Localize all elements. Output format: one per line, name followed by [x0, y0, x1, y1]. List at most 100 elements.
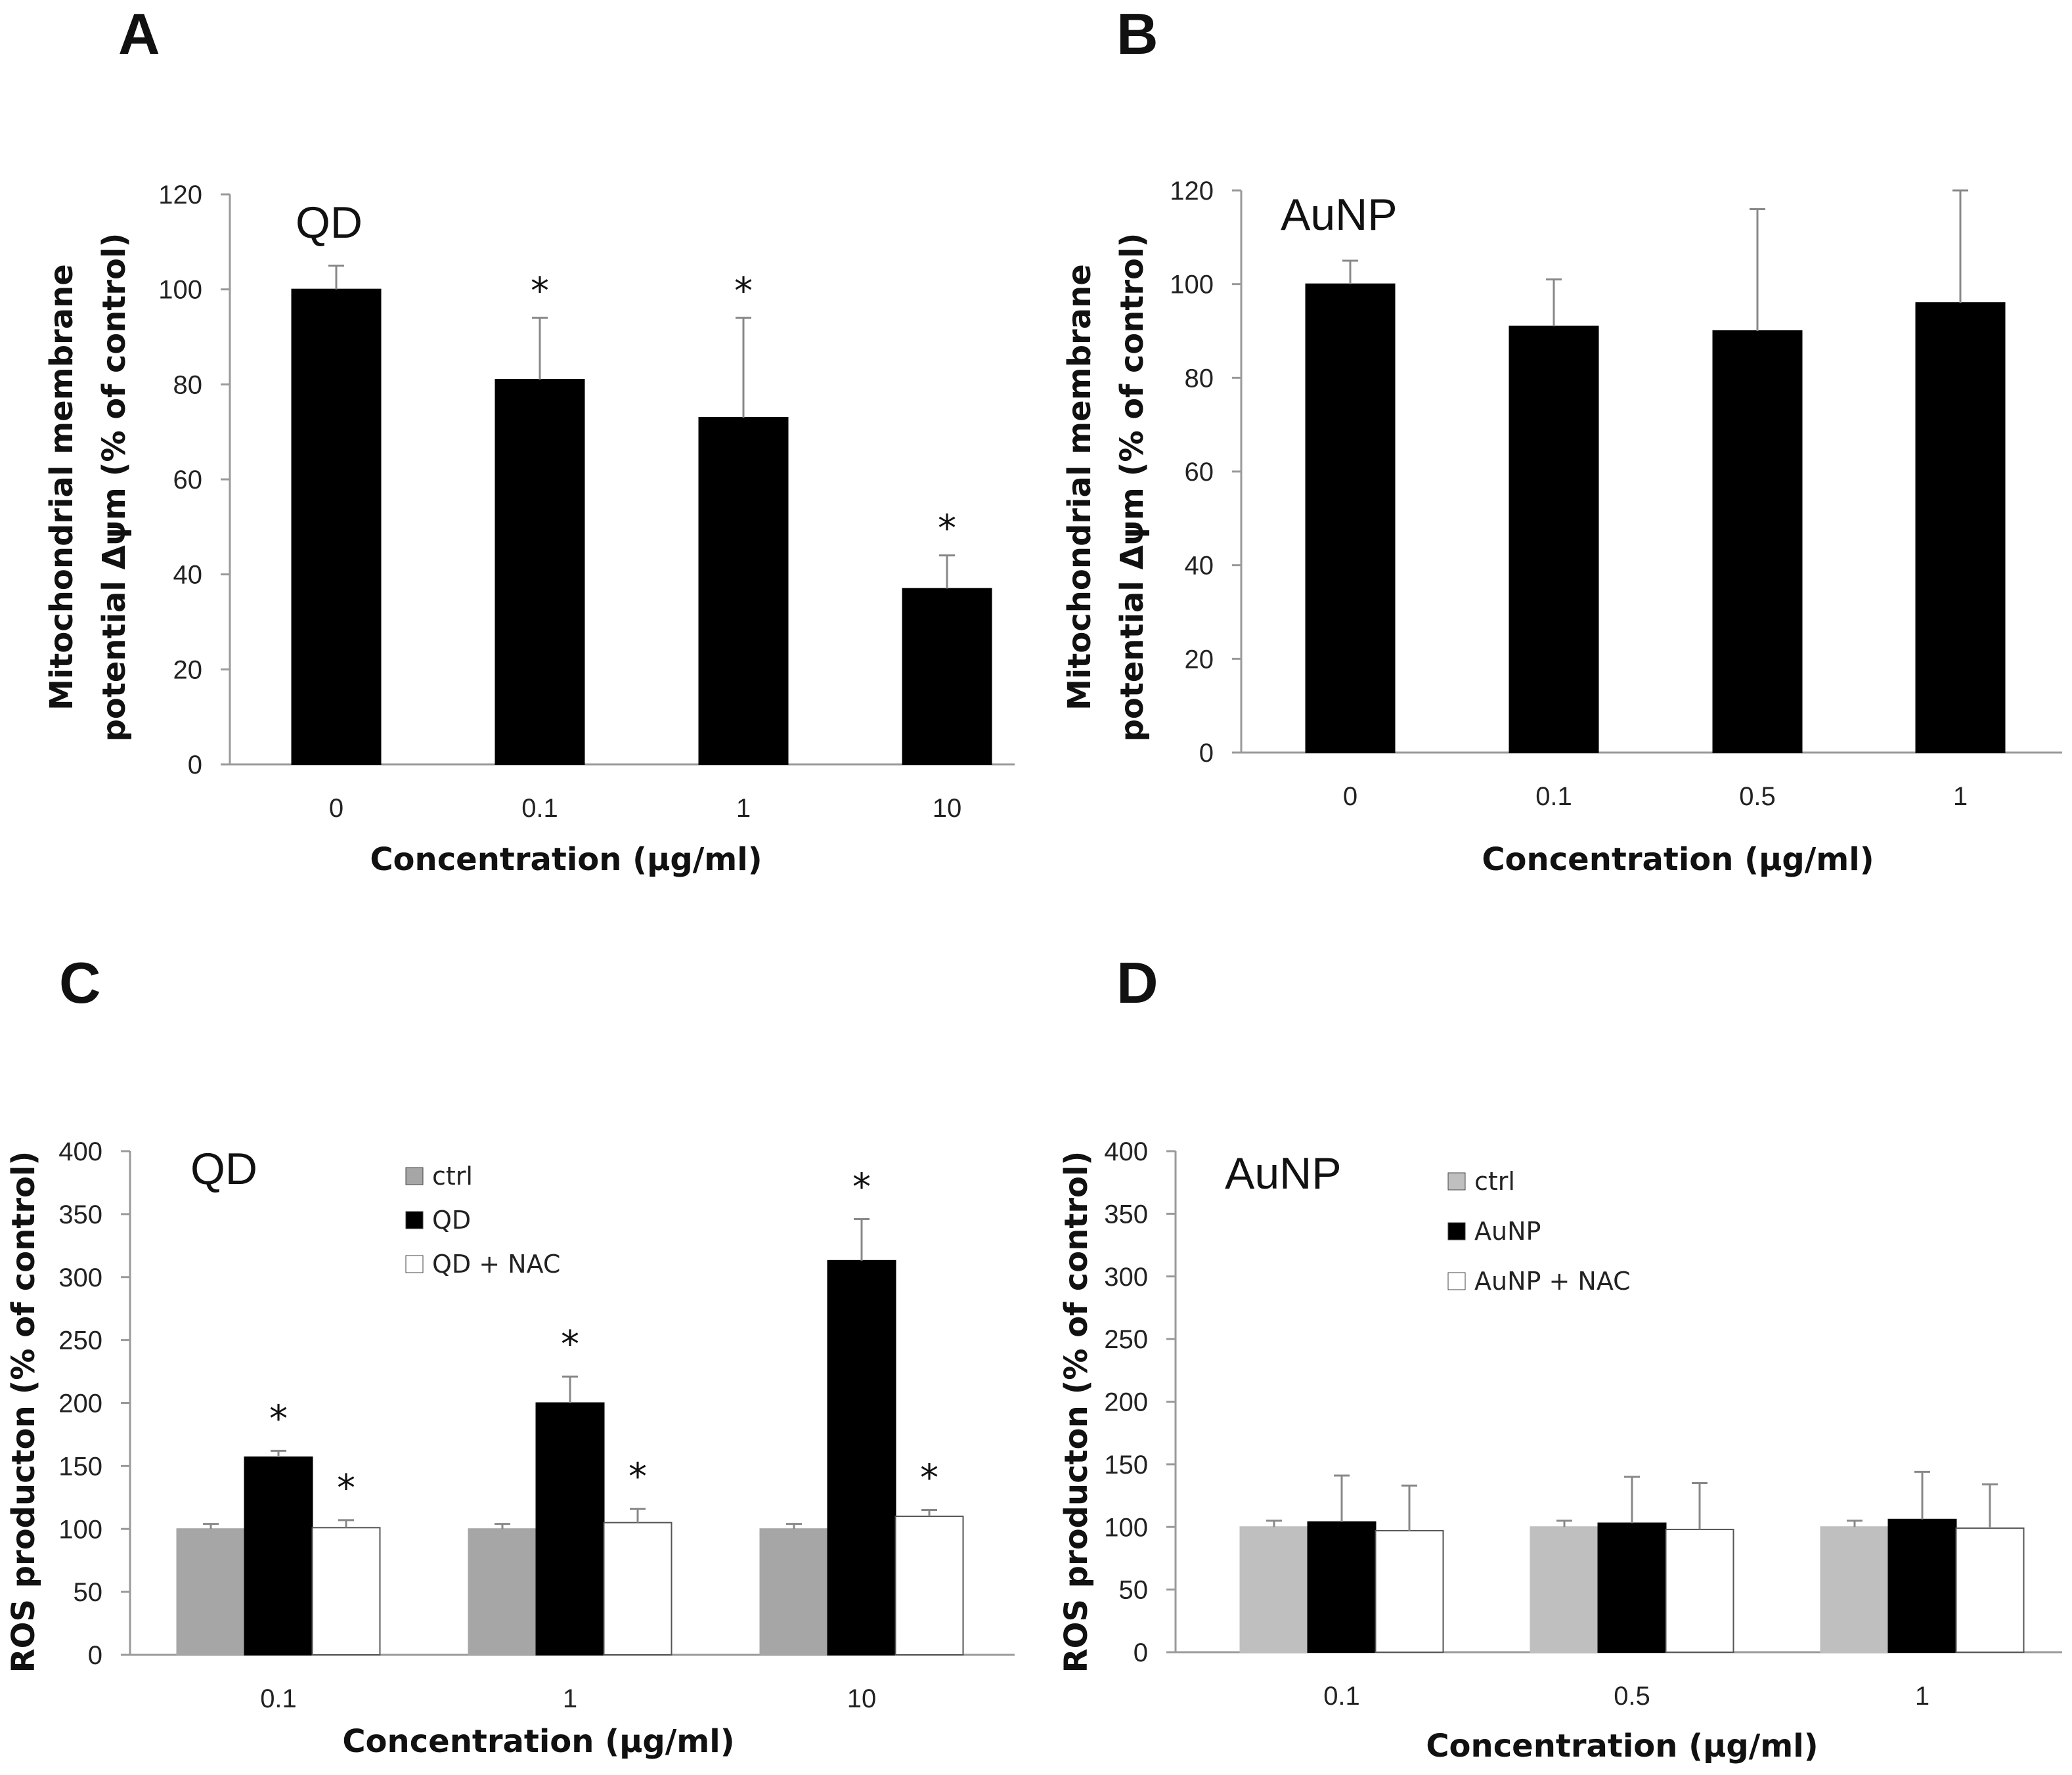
bar — [894, 1516, 964, 1655]
y-tick-label: 150 — [58, 1452, 102, 1481]
y-tick-label: 0 — [1134, 1638, 1148, 1667]
bar — [535, 1402, 605, 1655]
bar — [468, 1528, 537, 1655]
chart-b-y-axis-title-line1: Mitochondrial membrane — [1061, 264, 1098, 711]
bar — [827, 1260, 896, 1655]
x-tick-label: 0 — [1343, 782, 1357, 811]
legend-label-qd: QD — [432, 1206, 471, 1235]
y-tick-label: 80 — [173, 370, 203, 399]
panel-label-a: A — [118, 1, 160, 66]
chart-b-y-axis-title-line2: potential Δψm (% of control) — [1114, 233, 1151, 742]
legend-label-ctrl: ctrl — [432, 1162, 473, 1191]
y-tick-label: 300 — [58, 1263, 102, 1292]
significance-star: * — [337, 1467, 355, 1510]
y-tick-label: 80 — [1185, 364, 1214, 393]
x-tick-label: 0.5 — [1739, 782, 1776, 811]
chart-a-y-axis-title-line1: Mitochondrial membrane — [43, 264, 80, 711]
bar — [1307, 1521, 1377, 1654]
y-tick-label: 120 — [1170, 177, 1214, 206]
bar — [1915, 302, 2006, 753]
chart-b-title: AuNP — [1281, 190, 1398, 240]
x-tick-label: 10 — [847, 1684, 877, 1713]
x-tick-label: 1 — [1953, 782, 1968, 811]
chart-b-plot: 0 20 40 60 80 100 120 0 0.1 0.5 1 — [1170, 177, 2062, 811]
bar — [1375, 1529, 1444, 1653]
bar — [902, 588, 992, 765]
y-tick-label: 40 — [1185, 552, 1214, 581]
chart-c-title: QD — [190, 1144, 257, 1194]
chart-a-plot: 0 20 40 60 80 100 120 0 0.1 * 1 * 10 * — [158, 181, 1015, 823]
legend-label-qd-nac: QD + NAC — [432, 1250, 560, 1279]
y-tick-label: 50 — [1119, 1576, 1149, 1605]
chart-a-title: QD — [296, 198, 363, 248]
significance-star: * — [269, 1397, 288, 1440]
legend-label-aunp: AuNP — [1474, 1217, 1541, 1246]
legend-swatch-ctrl — [405, 1167, 424, 1185]
y-tick-label: 400 — [1104, 1137, 1148, 1166]
significance-star: * — [628, 1456, 647, 1499]
bar — [244, 1456, 313, 1655]
y-tick-label: 20 — [173, 655, 203, 684]
legend-swatch-ctrl — [1447, 1172, 1466, 1191]
bar — [311, 1527, 381, 1656]
bar — [291, 288, 382, 765]
x-tick-label: 0.1 — [1535, 782, 1572, 811]
bar — [1665, 1529, 1734, 1653]
panel-label-d: D — [1116, 950, 1158, 1015]
chart-a-x-axis-title: Concentration (μg/ml) — [370, 841, 762, 878]
bar — [1509, 325, 1599, 754]
significance-star: * — [734, 270, 753, 313]
x-tick-label: 0.1 — [521, 794, 558, 823]
y-tick-label: 100 — [1170, 271, 1214, 299]
y-tick-label: 150 — [1104, 1451, 1148, 1479]
bar — [698, 416, 789, 765]
y-tick-label: 300 — [1104, 1263, 1148, 1292]
bar — [495, 379, 585, 765]
bar — [1820, 1526, 1889, 1653]
chart-c-legend: ctrl QD QD + NAC — [405, 1162, 560, 1279]
x-tick-label: 1 — [736, 794, 751, 823]
y-tick-label: 0 — [88, 1641, 102, 1670]
chart-d-title: AuNP — [1225, 1149, 1342, 1198]
y-tick-label: 350 — [58, 1200, 102, 1229]
significance-star: * — [561, 1323, 579, 1366]
bar — [603, 1522, 672, 1656]
chart-d-x-axis-title: Concentration (μg/ml) — [1426, 1728, 1818, 1764]
bar — [1955, 1527, 2025, 1653]
chart-a-y-axis-title-line2: potential Δψm (% of control) — [96, 233, 133, 742]
significance-star: * — [920, 1457, 938, 1499]
y-tick-label: 0 — [1199, 739, 1214, 768]
y-tick-label: 100 — [58, 1515, 102, 1544]
bar — [1305, 283, 1396, 753]
chart-c-x-axis-title: Concentration (μg/ml) — [342, 1723, 734, 1760]
bar — [1239, 1526, 1309, 1653]
panel-label-c: C — [59, 950, 101, 1015]
y-tick-label: 20 — [1185, 645, 1214, 674]
x-tick-label: 0.1 — [260, 1684, 297, 1713]
bar — [1712, 330, 1803, 753]
significance-star: * — [938, 508, 956, 550]
y-tick-label: 40 — [173, 561, 203, 590]
legend-label-ctrl: ctrl — [1474, 1167, 1515, 1196]
y-tick-label: 60 — [1185, 458, 1214, 487]
bar — [1887, 1518, 1957, 1653]
significance-star: * — [852, 1166, 871, 1209]
chart-d-y-axis-title: ROS producton (% of control) — [1058, 1151, 1095, 1673]
x-tick-label: 0 — [329, 794, 343, 823]
legend-label-aunp-nac: AuNP + NAC — [1474, 1267, 1631, 1296]
x-tick-label: 1 — [563, 1684, 577, 1713]
x-tick-label: 0.5 — [1614, 1682, 1650, 1711]
y-tick-label: 350 — [1104, 1200, 1148, 1229]
y-tick-label: 250 — [1104, 1325, 1148, 1354]
panel-label-b: B — [1116, 1, 1158, 66]
chart-b-x-axis-title: Concentration (μg/ml) — [1482, 841, 1874, 878]
x-tick-label: 0.1 — [1323, 1682, 1360, 1711]
legend-swatch-qd-nac — [405, 1255, 424, 1273]
y-tick-label: 200 — [1104, 1388, 1148, 1417]
x-tick-label: 10 — [933, 794, 962, 823]
y-tick-label: 400 — [58, 1137, 102, 1166]
y-tick-label: 120 — [158, 181, 202, 209]
y-tick-label: 0 — [188, 751, 202, 779]
y-tick-label: 60 — [173, 466, 203, 494]
